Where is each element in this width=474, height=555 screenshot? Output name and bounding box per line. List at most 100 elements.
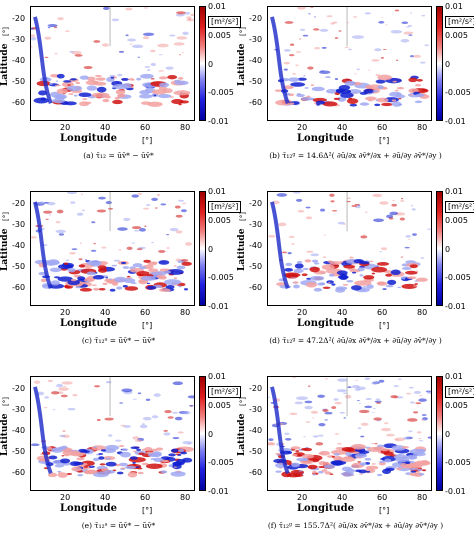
positive-anomaly [415, 402, 422, 405]
negative-anomaly [337, 378, 348, 382]
y-tick-label: -20 [12, 384, 26, 393]
positive-anomaly [415, 270, 419, 273]
positive-anomaly [173, 265, 177, 267]
y-axis-unit: [°] [239, 397, 247, 406]
negative-anomaly [405, 26, 410, 28]
negative-anomaly [62, 262, 74, 269]
negative-anomaly [119, 402, 124, 404]
y-tick-label: -60 [12, 98, 26, 107]
positive-anomaly [396, 86, 405, 90]
colorbar-tick-label: -0.01 [208, 487, 229, 496]
negative-anomaly [92, 457, 100, 462]
positive-anomaly [353, 16, 358, 18]
positive-anomaly [143, 207, 150, 210]
positive-anomaly [175, 258, 182, 262]
positive-anomaly [419, 394, 423, 397]
positive-anomaly [376, 281, 386, 286]
negative-anomaly [132, 263, 143, 268]
x-tick-label: 60 [377, 308, 388, 317]
negative-anomaly [67, 279, 80, 286]
positive-anomaly [278, 222, 287, 227]
negative-anomaly [355, 469, 362, 473]
negative-anomaly [170, 471, 186, 477]
positive-anomaly [68, 93, 74, 95]
positive-anomaly [136, 248, 143, 251]
y-axis-unit: [°] [2, 212, 10, 221]
positive-anomaly [63, 385, 67, 388]
negative-anomaly [180, 451, 188, 455]
positive-anomaly [140, 101, 152, 105]
negative-anomaly [139, 266, 146, 270]
positive-anomaly [307, 464, 318, 470]
negative-anomaly [420, 257, 425, 259]
positive-anomaly [390, 395, 398, 399]
colorbar-unit: [m²/s²] [445, 386, 474, 398]
negative-anomaly [376, 473, 383, 477]
x-tick-label: 60 [377, 123, 388, 132]
positive-anomaly [72, 393, 78, 397]
positive-anomaly [47, 379, 54, 383]
negative-anomaly [359, 102, 370, 106]
negative-anomaly [407, 24, 412, 27]
positive-anomaly [421, 469, 427, 472]
y-tick-label: -40 [12, 56, 26, 65]
negative-anomaly [310, 253, 319, 257]
positive-anomaly [342, 283, 349, 286]
positive-anomaly [174, 205, 181, 209]
positive-anomaly [55, 221, 61, 224]
positive-anomaly [51, 391, 60, 395]
positive-anomaly [181, 52, 185, 54]
y-tick-label: -30 [249, 405, 263, 414]
x-tick-label: 60 [140, 123, 151, 132]
y-tick-label: -50 [249, 262, 263, 271]
positive-anomaly [331, 406, 337, 410]
negative-anomaly [123, 217, 131, 221]
negative-anomaly [146, 282, 151, 285]
positive-anomaly [371, 266, 388, 273]
negative-anomaly [379, 460, 386, 463]
negative-anomaly [372, 408, 376, 410]
positive-anomaly [120, 424, 126, 427]
positive-anomaly [98, 288, 106, 291]
negative-anomaly [321, 46, 327, 49]
positive-anomaly [364, 211, 368, 213]
positive-anomaly [31, 46, 33, 48]
negative-anomaly [346, 279, 354, 283]
positive-anomaly [305, 282, 317, 288]
positive-anomaly [43, 406, 48, 409]
positive-anomaly [337, 442, 342, 445]
positive-anomaly [108, 207, 113, 210]
positive-anomaly [93, 242, 96, 245]
y-tick-label: -20 [12, 14, 26, 23]
positive-anomaly [301, 454, 315, 459]
positive-anomaly [164, 410, 172, 414]
negative-anomaly [378, 21, 385, 24]
positive-anomaly [383, 422, 389, 425]
negative-anomaly [118, 50, 125, 53]
positive-anomaly [392, 199, 395, 202]
positive-anomaly [315, 442, 324, 446]
plot-area [30, 191, 195, 306]
positive-anomaly [322, 409, 329, 412]
negative-anomaly [75, 286, 81, 289]
positive-anomaly [179, 54, 182, 56]
negative-anomaly [50, 280, 60, 286]
positive-anomaly [66, 473, 73, 475]
negative-anomaly [47, 27, 51, 29]
negative-anomaly [163, 270, 171, 274]
positive-anomaly [398, 97, 402, 100]
positive-anomaly [375, 73, 380, 77]
positive-anomaly [85, 101, 92, 104]
positive-anomaly [84, 277, 95, 283]
positive-anomaly [360, 422, 369, 426]
positive-anomaly [44, 36, 52, 40]
positive-anomaly [413, 411, 419, 414]
negative-anomaly [81, 209, 86, 212]
negative-anomaly [178, 199, 185, 202]
positive-anomaly [283, 61, 290, 65]
positive-anomaly [299, 38, 301, 40]
positive-anomaly [130, 79, 135, 81]
positive-anomaly [406, 392, 412, 395]
x-tick-label: 20 [60, 123, 71, 132]
positive-anomaly [413, 54, 422, 58]
